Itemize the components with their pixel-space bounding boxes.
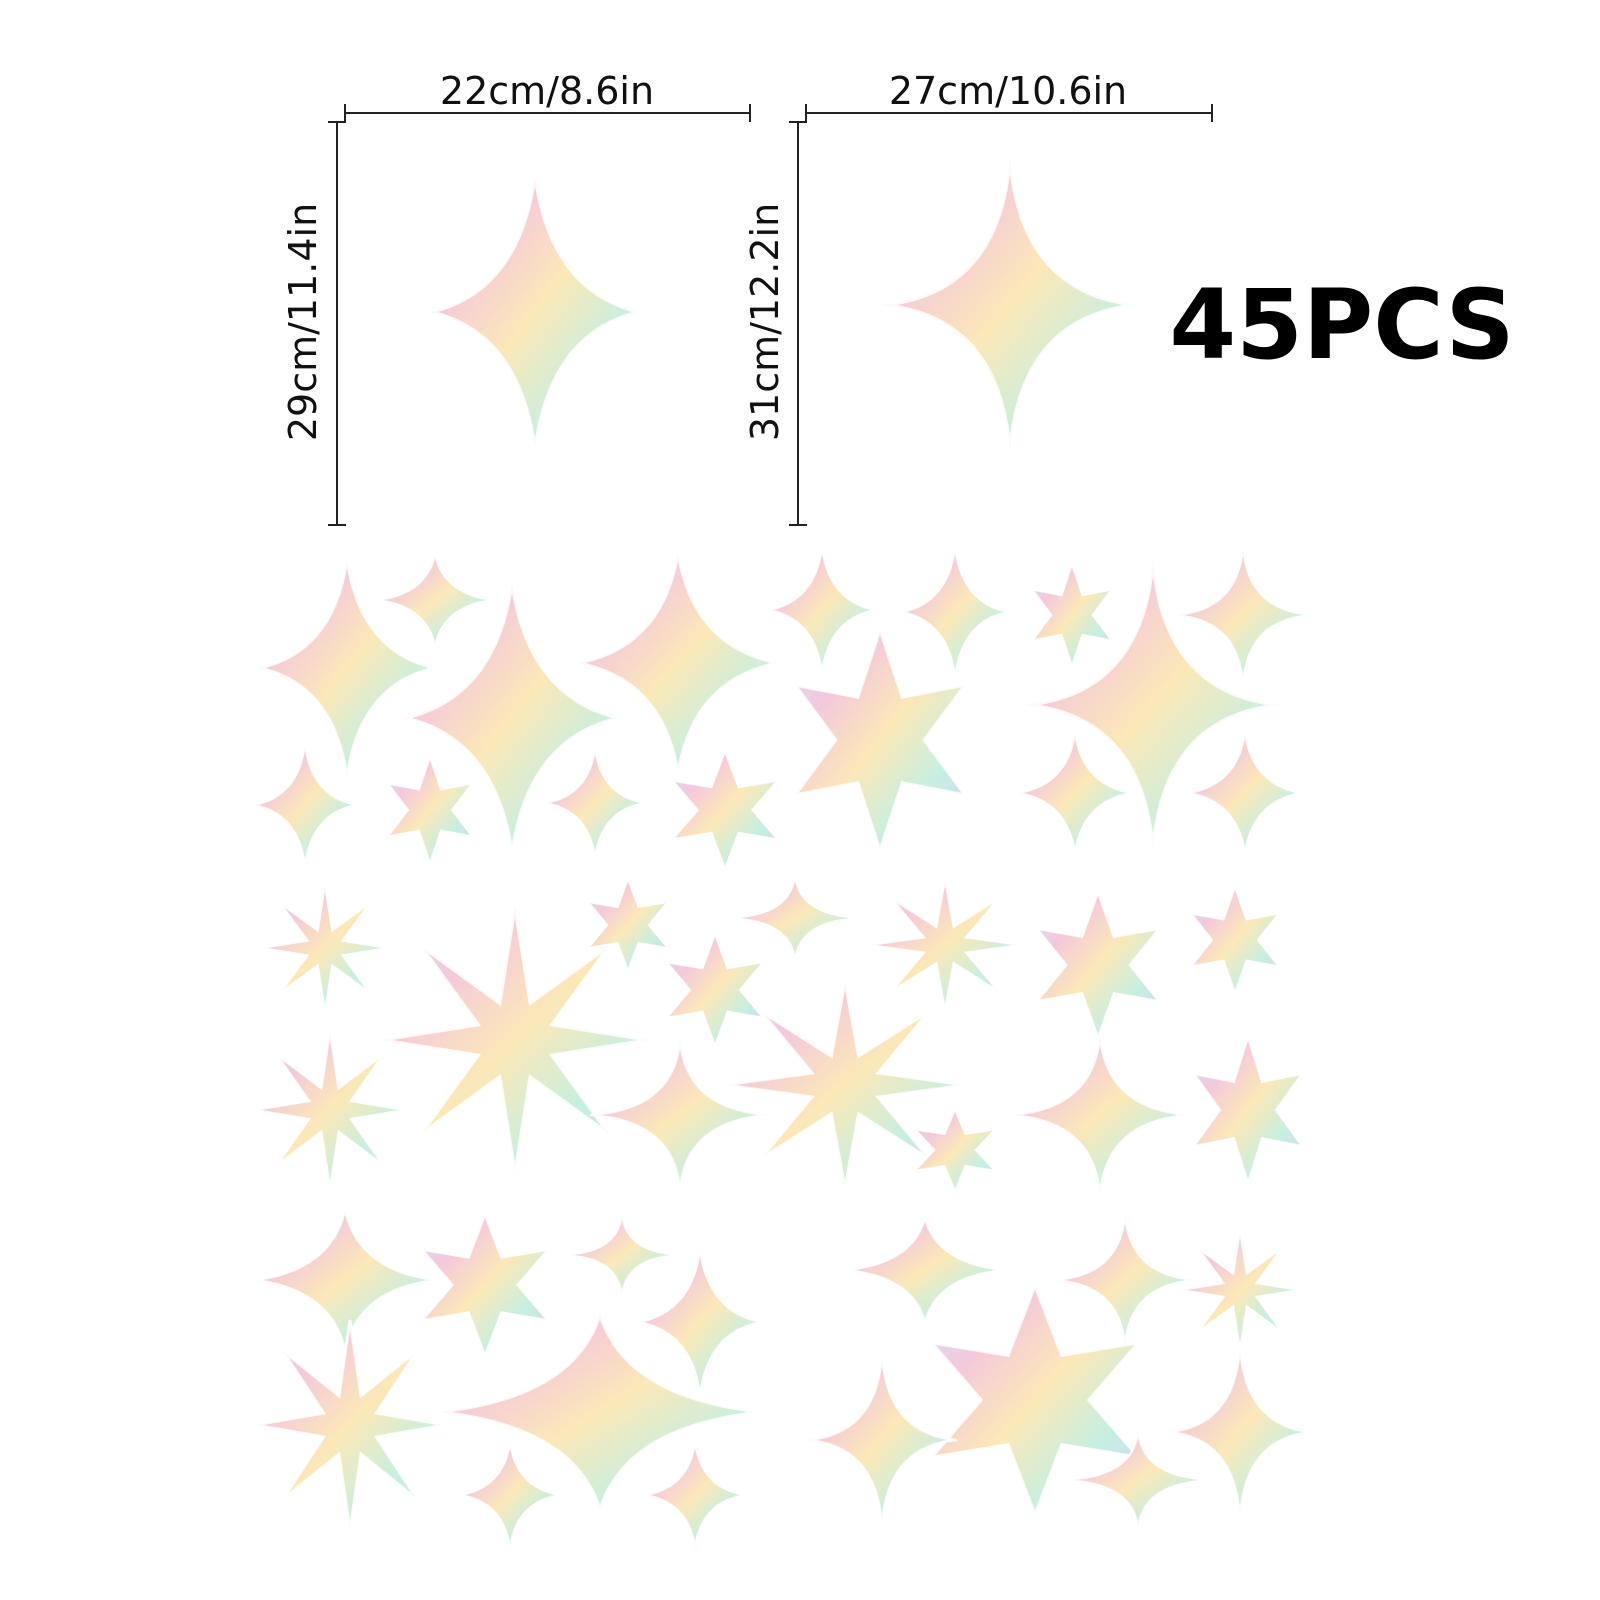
sticker [870, 880, 1020, 1010]
sticker [903, 550, 1007, 674]
sticker [1192, 888, 1279, 992]
sticker [1182, 1232, 1298, 1348]
piece-count: 45PCS [1169, 269, 1514, 381]
height-rule [328, 121, 346, 526]
height-label: 31cm/12.2in [743, 203, 787, 441]
sticker [255, 1032, 405, 1188]
sticker [1055, 1215, 1195, 1345]
dimension-rules [328, 104, 1213, 526]
sticker [1168, 1347, 1312, 1517]
sticker [430, 176, 640, 448]
sticker [380, 905, 650, 1175]
width-rule [805, 104, 1213, 122]
sticker [1033, 565, 1111, 665]
sticker [1175, 547, 1311, 683]
sticker [567, 1215, 677, 1295]
width-rule [344, 104, 751, 122]
sticker [807, 1355, 957, 1525]
sticker [380, 555, 490, 645]
sticker [667, 935, 762, 1045]
sticker [880, 155, 1140, 455]
sticker [547, 751, 643, 855]
sticker [590, 1040, 770, 1190]
height-label: 29cm/11.4in [281, 203, 325, 441]
sticker [673, 752, 777, 868]
sticker [1037, 893, 1158, 1037]
sticker-sheet [255, 547, 1311, 868]
sticker-sheet [255, 876, 1302, 1195]
sticker [263, 886, 387, 1010]
sticker [647, 1445, 743, 1545]
sticker [1194, 1038, 1301, 1182]
width-label: 22cm/8.6in [440, 69, 654, 113]
sticker-sheet [255, 1210, 1312, 1545]
sticker [850, 1218, 1000, 1322]
sticker [255, 1320, 445, 1530]
sticker [733, 876, 857, 960]
sticker [388, 758, 471, 862]
sticker [462, 1445, 558, 1545]
width-label: 27cm/10.6in [889, 69, 1127, 113]
sticker [916, 1110, 994, 1190]
sticker [640, 1252, 760, 1392]
sticker [578, 553, 778, 773]
sticker [423, 1215, 548, 1355]
sticker [257, 1210, 433, 1350]
sticker [770, 550, 874, 670]
height-rule [789, 121, 807, 526]
sticker [1190, 735, 1300, 851]
sticker [1010, 1035, 1190, 1195]
sticker [255, 747, 355, 863]
sticker [1020, 735, 1130, 851]
